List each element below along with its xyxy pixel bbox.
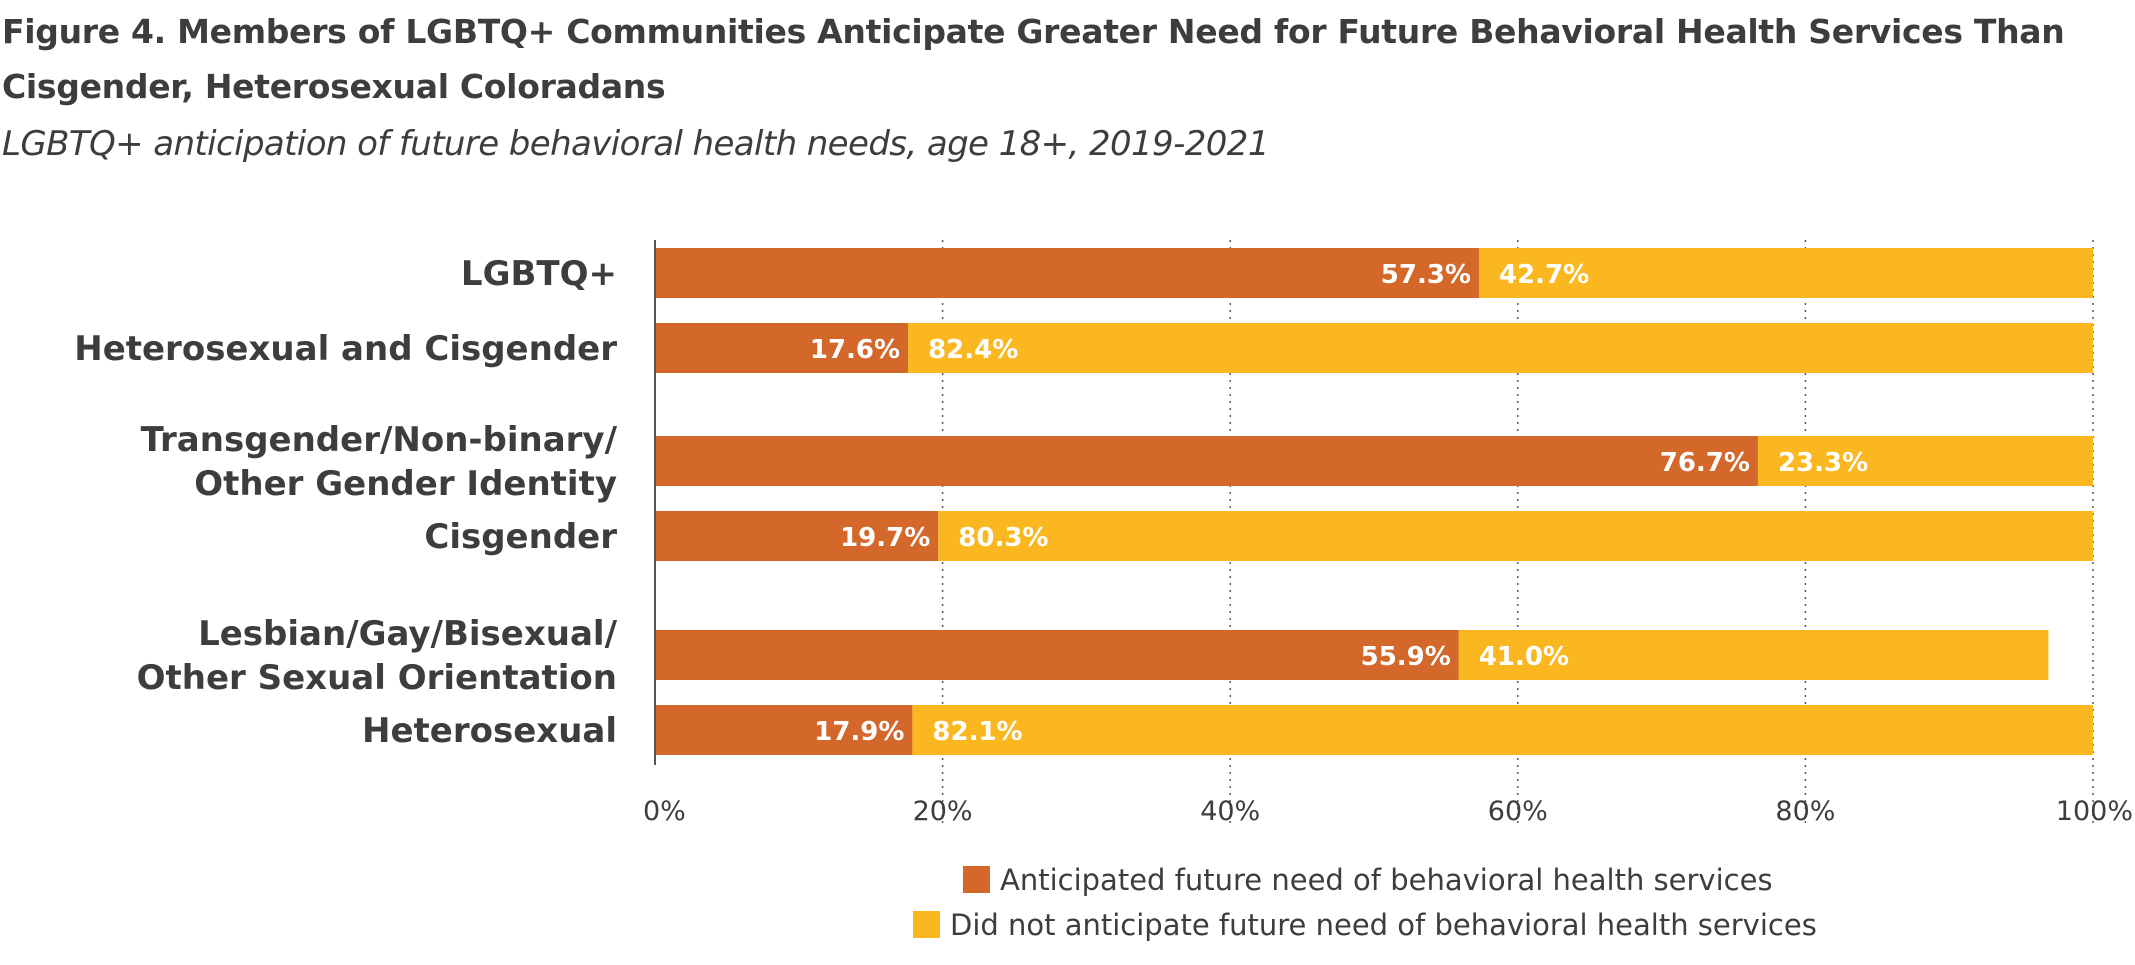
data-label: 80.3% <box>958 523 1048 553</box>
category-label-line: Lesbian/Gay/Bisexual/ <box>198 614 618 654</box>
x-tick-label: 20% <box>913 796 973 827</box>
data-label: 19.7% <box>840 523 930 553</box>
data-label: 41.0% <box>1479 642 1569 672</box>
bar-segment <box>655 705 913 755</box>
chart-title: Figure 4. Members of LGBTQ+ Communities … <box>2 12 2065 106</box>
data-label: 55.9% <box>1361 642 1451 672</box>
x-tick-label: 80% <box>1775 796 1835 827</box>
category-label: Cisgender <box>424 517 617 557</box>
bar-segment <box>655 630 1459 680</box>
bar-segment <box>1757 436 2093 486</box>
data-label: 23.3% <box>1778 448 1868 478</box>
bars: 57.3% 42.7% 17.6% 82.4% 76.7% 23.3% 19.7% 80.3%… <box>655 248 2093 755</box>
data-label: 82.1% <box>932 717 1022 747</box>
x-tick-label: 40% <box>1200 796 1260 827</box>
category-label: Lesbian/Gay/Bisexual/Other Sexual Orient… <box>137 614 618 698</box>
category-label-line: LGBTQ+ <box>461 254 617 294</box>
category-label-line: Cisgender <box>424 517 617 557</box>
category-label-line: Heterosexual <box>362 711 617 751</box>
category-label: Transgender/Non-binary/Other Gender Iden… <box>141 420 618 504</box>
legend-label: Anticipated future need of behavioral he… <box>1000 863 1773 897</box>
data-label: 42.7% <box>1499 260 1589 290</box>
bar-segment <box>1458 630 2049 680</box>
data-label: 82.4% <box>928 335 1018 365</box>
category-label: LGBTQ+ <box>461 254 617 294</box>
category-label-line: Transgender/Non-binary/ <box>141 420 618 460</box>
chart-subtitle: LGBTQ+ anticipation of future behavioral… <box>2 124 1269 164</box>
category-label-line: Other Sexual Orientation <box>137 658 617 698</box>
bar-segment <box>912 705 2093 755</box>
bar-segment <box>655 436 1758 486</box>
bar-segment <box>655 248 1479 298</box>
x-tick-label: 0% <box>643 796 686 827</box>
bar-segment <box>938 511 2093 561</box>
category-label: Heterosexual and Cisgender <box>74 329 617 369</box>
legend-swatch <box>913 911 940 938</box>
category-label: Heterosexual <box>362 711 617 751</box>
data-label: 57.3% <box>1381 260 1471 290</box>
legend-label: Did not anticipate future need of behavi… <box>950 908 1817 942</box>
data-label: 76.7% <box>1660 448 1750 478</box>
bar-segment <box>655 511 939 561</box>
legend-swatch <box>963 866 990 893</box>
x-axis-ticks: 0% 20% 40% 60% 80% 100% <box>643 796 2133 827</box>
category-labels: LGBTQ+ Heterosexual and Cisgender Transgen… <box>74 254 617 751</box>
x-tick-label: 100% <box>2056 796 2133 827</box>
category-label-line: Other Gender Identity <box>194 464 617 504</box>
bar-segment <box>655 323 909 373</box>
bar-segment <box>908 323 2093 373</box>
bar-segment <box>1478 248 2093 298</box>
legend: Anticipated future need of behavioral he… <box>913 863 1817 942</box>
category-label-line: Heterosexual and Cisgender <box>74 329 617 369</box>
data-label: 17.6% <box>810 335 900 365</box>
x-tick-label: 60% <box>1488 796 1548 827</box>
data-label: 17.9% <box>814 717 904 747</box>
